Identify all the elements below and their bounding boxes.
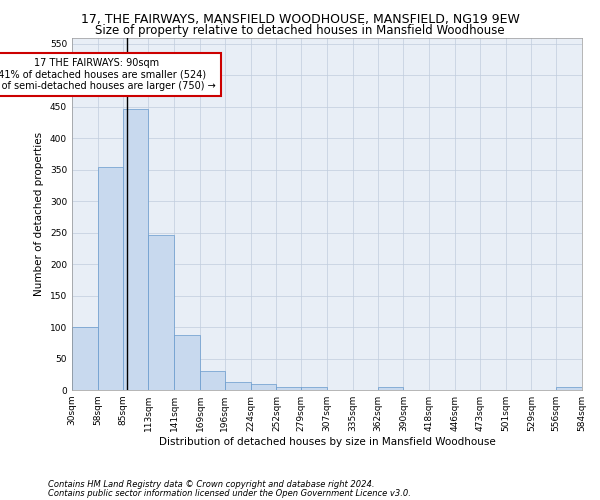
X-axis label: Distribution of detached houses by size in Mansfield Woodhouse: Distribution of detached houses by size …: [158, 437, 496, 447]
Bar: [377, 387, 403, 390]
Text: Size of property relative to detached houses in Mansfield Woodhouse: Size of property relative to detached ho…: [95, 24, 505, 37]
Bar: [98, 166, 122, 390]
Bar: [72, 327, 98, 390]
Bar: [200, 371, 225, 390]
Bar: [301, 387, 327, 390]
Text: Contains public sector information licensed under the Open Government Licence v3: Contains public sector information licen…: [48, 489, 411, 498]
Bar: [225, 382, 251, 390]
Text: 17, THE FAIRWAYS, MANSFIELD WOODHOUSE, MANSFIELD, NG19 9EW: 17, THE FAIRWAYS, MANSFIELD WOODHOUSE, M…: [80, 12, 520, 26]
Bar: [251, 384, 277, 390]
Text: Contains HM Land Registry data © Crown copyright and database right 2024.: Contains HM Land Registry data © Crown c…: [48, 480, 374, 489]
Bar: [148, 235, 174, 390]
Bar: [174, 335, 200, 390]
Y-axis label: Number of detached properties: Number of detached properties: [34, 132, 44, 296]
Text: 17 THE FAIRWAYS: 90sqm
← 41% of detached houses are smaller (524)
58% of semi-de: 17 THE FAIRWAYS: 90sqm ← 41% of detached…: [0, 58, 216, 91]
Bar: [122, 108, 148, 390]
Bar: [277, 387, 301, 390]
Bar: [556, 387, 582, 390]
